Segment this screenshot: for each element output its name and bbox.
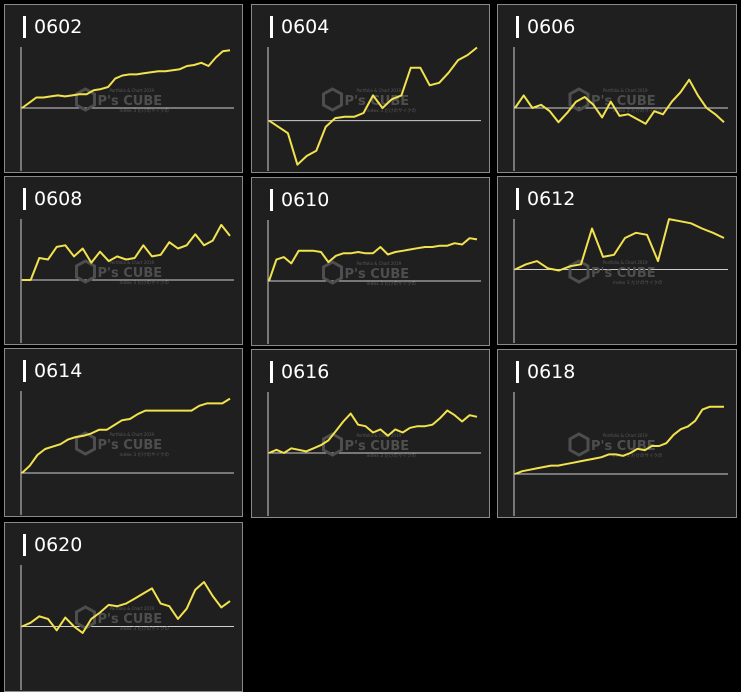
watermark-sub: index 3 だけのサイクの [120,452,170,458]
chart-title: 0612 [527,188,576,210]
watermark-sub: index 3 だけのサイクの [613,280,663,286]
chart-title: 0614 [34,360,83,382]
watermark-top: Portfolio & Chart 2019 [603,88,648,93]
series-line [21,581,231,634]
cube-logo-icon [322,432,343,457]
title-marker [23,188,26,210]
title-marker [270,16,273,38]
title-marker [516,16,519,38]
chart-panel-0620: 0620 Portfolio & Chart 2019 P's CUBE index … [4,522,243,692]
cube-logo-icon [568,87,590,112]
watermark-top: Portfolio & Chart 2019 [603,433,648,438]
chart-title: 0606 [527,16,576,38]
chart-title: 0618 [527,361,576,383]
chart-panel-0602: 0602 Portfolio & Chart 2019 P's CUBE index … [4,4,243,173]
watermark-top: Portfolio & Chart 2019 [110,432,155,437]
watermark-main: P's CUBE [591,266,656,281]
title-marker [23,534,26,556]
cube-logo-icon [75,431,96,456]
chart-panel-0604: 0604 Portfolio & Chart 2019 P's CUBE index … [251,4,490,173]
chart-title: 0602 [34,16,83,38]
series-line [21,49,231,109]
chart-title: 0620 [34,534,83,556]
watermark-main: P's CUBE [591,439,656,454]
series-line [268,409,478,454]
watermark-sub: index 3 だけのサイクの [120,626,170,632]
watermark-sub: index 3 だけのサイクの [367,108,417,114]
watermark-top: Portfolio & Chart 2019 [357,433,402,438]
watermark-sub: index 3 だけのサイクの [120,108,170,114]
watermark-sub: index 3 だけのサイクの [367,453,417,459]
watermark-main: P's CUBE [591,94,656,109]
watermark-sub: index 3 だけのサイクの [367,281,417,287]
chart-panel-0618: 0618 Portfolio & Chart 2019 P's CUBE index … [497,349,737,518]
chart-title: 0608 [34,188,83,210]
chart-title: 0610 [281,189,330,211]
title-marker [23,16,26,38]
watermark-top: Portfolio & Chart 2019 [110,88,155,93]
title-marker [516,361,519,383]
watermark-main: P's CUBE [345,439,410,454]
series-line [268,46,478,166]
watermark-main: P's CUBE [98,438,163,453]
cube-logo-icon [322,260,343,285]
watermark-top: Portfolio & Chart 2019 [603,260,648,265]
watermark-main: P's CUBE [98,612,163,627]
chart-panel-0614: 0614 Portfolio & Chart 2019 P's CUBE index … [4,348,243,517]
watermark-sub: index 3 だけのサイクの [120,280,170,286]
watermark-top: Portfolio & Chart 2019 [110,606,155,611]
series-line [268,237,478,282]
watermark-main: P's CUBE [98,94,163,109]
title-marker [516,188,519,210]
chart-panel-0610: 0610 Portfolio & Chart 2019 P's CUBE index … [251,177,490,346]
series-line [514,405,724,475]
title-marker [23,360,26,382]
watermark-main: P's CUBE [98,266,163,281]
chart-title: 0616 [281,361,330,383]
series-line [22,223,231,281]
chart-panel-0608: 0608 Portfolio & Chart 2019 P's CUBE index … [4,176,243,345]
watermark-top: Portfolio & Chart 2019 [110,260,155,265]
watermark-top: Portfolio & Chart 2019 [357,261,402,266]
watermark-sub: index 3 だけのサイクの [613,108,663,114]
series-line [21,397,231,474]
title-marker [270,361,273,383]
cube-logo-icon [322,87,343,112]
watermark-main: P's CUBE [345,267,410,282]
watermark-top: Portfolio & Chart 2019 [357,88,402,93]
cube-logo-icon [568,432,590,457]
cube-logo-icon [75,259,96,284]
chart-panel-0616: 0616 Portfolio & Chart 2019 P's CUBE index … [251,349,490,518]
chart-panel-0606: 0606 Portfolio & Chart 2019 P's CUBE index … [497,4,737,173]
watermark-sub: index 3 だけのサイクの [613,453,663,459]
series-line [514,78,725,125]
chart-title: 0604 [281,16,330,38]
chart-panel-0612: 0612 Portfolio & Chart 2019 P's CUBE index … [497,176,737,345]
title-marker [270,189,273,211]
series-line [514,218,725,272]
